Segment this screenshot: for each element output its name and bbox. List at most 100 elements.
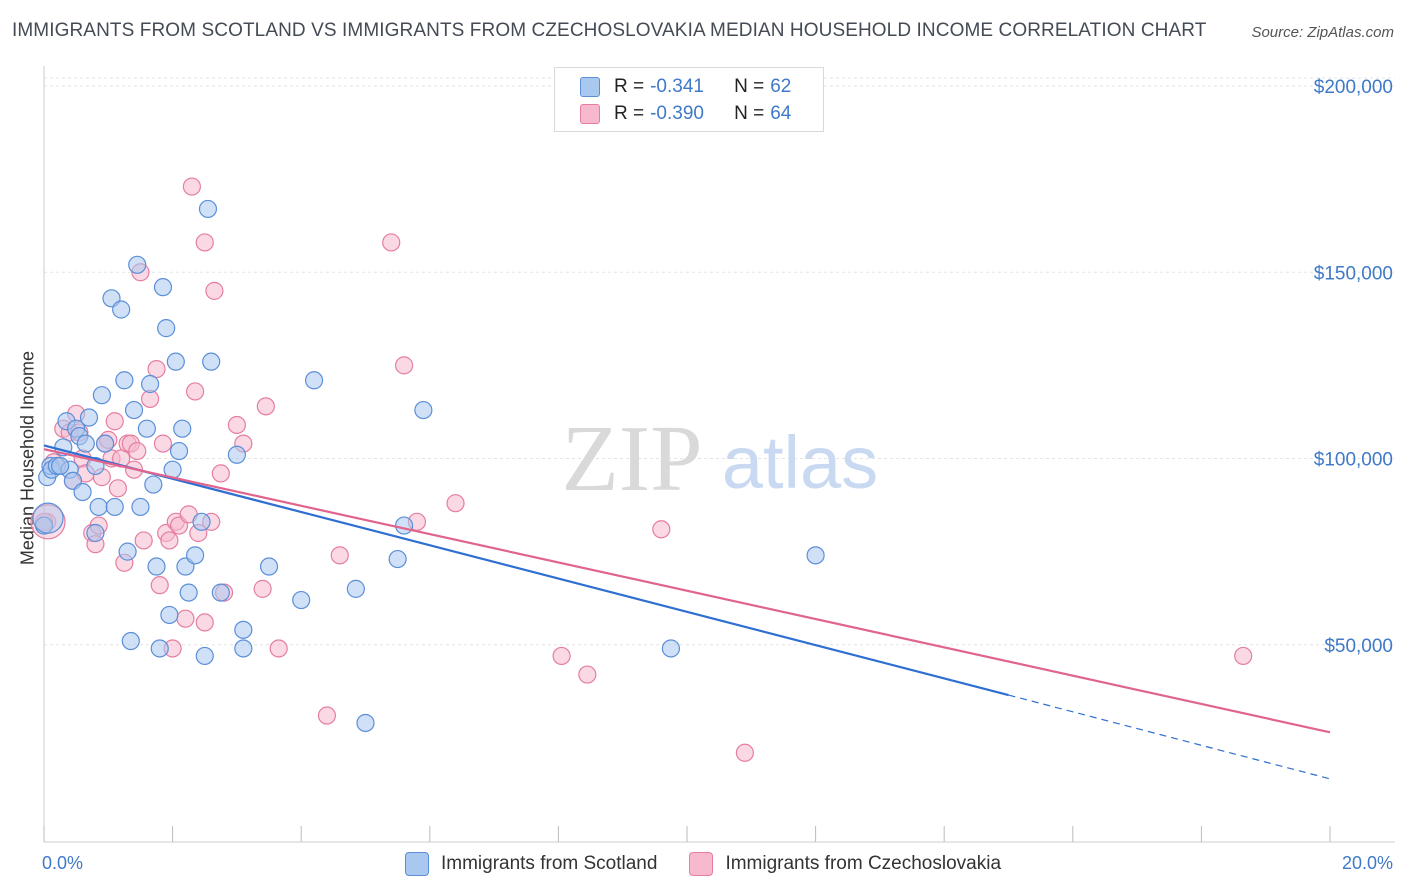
x-tick-label: 20.0% xyxy=(1342,853,1393,873)
scotland-trend-extension xyxy=(1008,694,1331,780)
data-point xyxy=(118,542,137,561)
y-tick-label: $100,000 xyxy=(1314,450,1393,471)
data-point xyxy=(50,456,70,476)
scotland-legend-swatch xyxy=(404,852,429,876)
stats-row-czechoslovakia: R = -0.390 N = 64 xyxy=(580,102,791,126)
data-point xyxy=(227,415,246,435)
data-point xyxy=(552,646,571,666)
data-point xyxy=(269,639,288,658)
data-point xyxy=(140,374,160,394)
scotland-swatch xyxy=(580,77,600,97)
czechoslovakia-legend-swatch xyxy=(689,852,714,876)
data-point xyxy=(211,583,230,602)
stats-row-scotland: R = -0.341 N = 62 xyxy=(580,75,791,99)
data-point xyxy=(205,281,224,300)
r-value: -0.341 xyxy=(650,76,704,97)
data-point xyxy=(578,665,597,684)
data-point xyxy=(150,639,169,658)
n-value: 64 xyxy=(770,103,792,124)
data-point xyxy=(105,497,124,517)
data-point xyxy=(153,278,173,297)
data-point xyxy=(234,639,253,658)
trend-lines xyxy=(43,444,1331,780)
data-point xyxy=(186,546,205,565)
data-point xyxy=(195,646,214,666)
data-point xyxy=(661,639,681,658)
watermark-zip: ZIP xyxy=(562,407,703,511)
n-label: N = xyxy=(734,76,765,97)
r-label: R = xyxy=(614,76,645,97)
data-point xyxy=(76,434,95,453)
tick-labels: $50,000 $100,000 $150,000 $200,000 0.0% 20.0% xyxy=(42,77,1393,873)
data-point xyxy=(195,613,214,632)
data-point xyxy=(192,512,211,531)
r-value: -0.390 xyxy=(650,103,704,124)
data-point xyxy=(202,352,221,371)
stats-legend: R = -0.341 N = 62 R = -0.390 N = 64 xyxy=(554,67,824,132)
data-point xyxy=(150,576,169,595)
legend-item-scotland[interactable]: Immigrants from Scotland xyxy=(404,852,657,876)
scotland-trend-line xyxy=(43,444,1009,697)
data-point xyxy=(292,590,311,610)
data-point xyxy=(330,546,349,565)
legend-item-czechoslovakia[interactable]: Immigrants from Czechoslovakia xyxy=(689,852,1001,876)
y-tick-label: $50,000 xyxy=(1324,636,1393,657)
data-point xyxy=(806,546,825,565)
data-point xyxy=(652,520,671,539)
data-point xyxy=(253,579,272,598)
y-tick-label: $200,000 xyxy=(1314,77,1393,98)
data-point xyxy=(147,557,166,576)
gridlines xyxy=(44,77,1395,646)
data-point xyxy=(134,531,153,550)
data-point xyxy=(179,583,198,602)
data-point xyxy=(176,609,195,628)
chart-title: IMMIGRANTS FROM SCOTLAND VS IMMIGRANTS F… xyxy=(12,20,1207,41)
data-point xyxy=(108,479,128,498)
data-point xyxy=(259,557,279,576)
data-point xyxy=(182,177,201,196)
x-tick-label: 0.0% xyxy=(42,853,83,873)
data-point xyxy=(128,255,147,274)
czechoslovakia-swatch xyxy=(580,104,600,124)
watermark-atlas: atlas xyxy=(722,421,878,504)
n-label: N = xyxy=(734,103,765,124)
data-point xyxy=(356,713,375,733)
data-point xyxy=(169,441,189,461)
data-point xyxy=(89,497,108,517)
data-point xyxy=(414,400,433,420)
y-tick-label: $150,000 xyxy=(1314,263,1393,284)
legend-label-czechoslovakia: Immigrants from Czechoslovakia xyxy=(725,853,1002,874)
data-point xyxy=(160,531,179,550)
data-point xyxy=(105,412,124,431)
data-point xyxy=(394,356,414,375)
data-point xyxy=(115,371,134,390)
data-point xyxy=(234,620,253,639)
data-point xyxy=(121,631,140,651)
source-label: Source: ZipAtlas.com xyxy=(1251,24,1394,41)
data-point xyxy=(144,475,163,494)
data-point xyxy=(256,397,275,416)
data-point xyxy=(186,382,205,401)
data-point xyxy=(388,549,407,569)
n-value: 62 xyxy=(770,76,792,97)
data-point xyxy=(131,497,150,517)
data-point xyxy=(304,371,324,390)
data-point-cluster xyxy=(32,502,64,534)
scotland-points xyxy=(32,199,825,733)
watermark: ZIP atlas xyxy=(562,407,879,511)
data-point xyxy=(160,605,179,625)
data-point xyxy=(166,352,185,371)
data-point xyxy=(211,464,230,483)
data-point xyxy=(73,482,92,502)
data-point xyxy=(92,386,111,405)
data-point xyxy=(346,579,365,598)
data-point xyxy=(195,233,214,252)
data-point xyxy=(394,516,414,535)
czechoslovakia-trend-line xyxy=(43,448,1331,734)
data-point xyxy=(157,319,176,338)
data-point xyxy=(124,400,144,420)
data-point xyxy=(446,494,465,513)
data-point xyxy=(198,199,218,219)
data-point xyxy=(153,434,173,453)
data-point xyxy=(173,419,192,438)
